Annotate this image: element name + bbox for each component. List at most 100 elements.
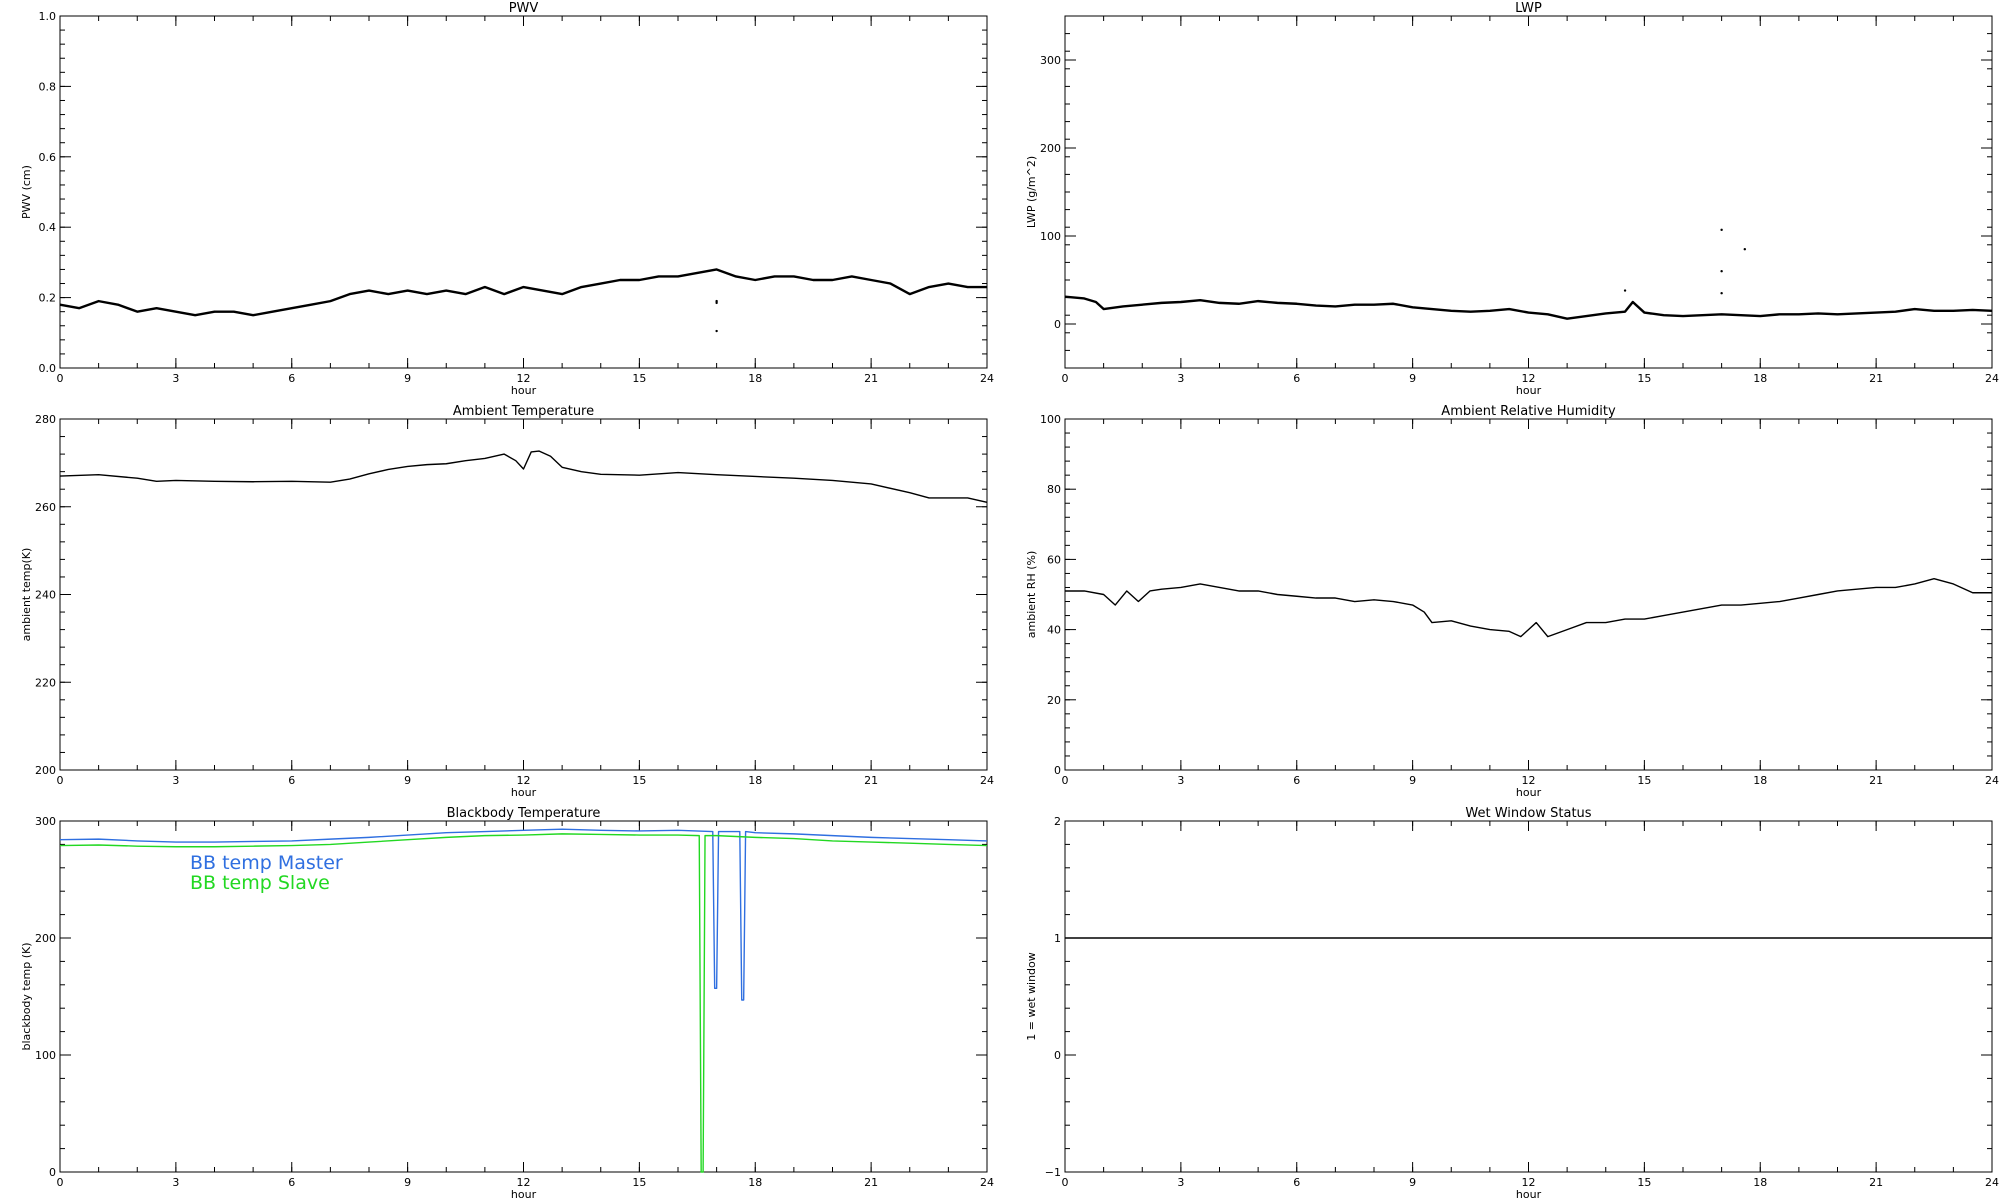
x-tick-label: 21	[1869, 372, 1883, 385]
x-tick-label: 18	[748, 774, 762, 787]
y-axis-label: ambient temp(K)	[20, 548, 33, 642]
plot-frame	[59, 418, 988, 771]
series-line	[59, 450, 988, 504]
x-tick-label: 12	[517, 372, 531, 385]
x-tick-label: 12	[517, 1176, 531, 1189]
x-tick-label: 9	[1409, 774, 1416, 787]
x-tick-label: 6	[1293, 1176, 1300, 1189]
plot-frame	[1064, 15, 1993, 369]
outlier-point	[1720, 228, 1723, 232]
x-tick-label: 21	[1869, 774, 1883, 787]
x-tick-label: 3	[172, 1176, 179, 1189]
x-axis-label: hour	[1516, 786, 1542, 799]
chart-title: Ambient Relative Humidity	[1441, 404, 1616, 419]
chart-blackbody-temp: 0 3 6 9 12 15 18 21 24 0 100 200 300 Blackbody Temper…	[20, 806, 994, 1200]
x-tick-label: 24	[980, 1176, 994, 1189]
x-tick-label: 6	[288, 1176, 295, 1189]
x-tick-label: 6	[288, 372, 295, 385]
x-tick-label: 0	[1062, 1176, 1069, 1189]
series-line	[59, 268, 987, 317]
x-tick-label: 3	[1177, 1176, 1184, 1189]
y-tick-label: 220	[35, 676, 56, 689]
x-tick-label: 24	[980, 774, 994, 787]
x-tick-label: 18	[1753, 774, 1767, 787]
x-tick-label: 15	[632, 372, 646, 385]
y-tick-label: 0	[49, 1166, 56, 1179]
x-tick-label: 0	[1062, 774, 1069, 787]
x-tick-label: 21	[864, 372, 878, 385]
x-tick-label: 9	[1409, 372, 1416, 385]
y-tick-label: 0.0	[39, 362, 57, 375]
x-tick-label: 21	[1869, 1176, 1883, 1189]
x-axis-label: hour	[511, 1188, 537, 1200]
x-axis-label: hour	[1516, 1188, 1542, 1200]
y-tick-label: 0	[1054, 318, 1061, 331]
x-tick-label: 18	[748, 1176, 762, 1189]
x-tick-label: 12	[1522, 774, 1536, 787]
y-tick-label: 0	[1054, 764, 1061, 777]
x-tick-label: 12	[1522, 372, 1536, 385]
plot-frame	[1064, 820, 1993, 1173]
x-tick-label: 6	[1293, 774, 1300, 787]
x-tick-label: 18	[1753, 1176, 1767, 1189]
x-tick-label: 0	[57, 774, 64, 787]
chart-title: PWV	[509, 1, 539, 16]
x-tick-label: 0	[57, 372, 64, 385]
x-axis-label: hour	[1516, 384, 1542, 397]
outlier-point	[715, 329, 718, 333]
x-tick-label: 0	[57, 1176, 64, 1189]
x-tick-label: 3	[1177, 774, 1184, 787]
y-tick-label: 0.4	[39, 221, 57, 234]
y-tick-label: 60	[1047, 553, 1061, 566]
y-tick-label: 260	[35, 501, 56, 514]
x-tick-label: 24	[1985, 1176, 1999, 1189]
x-tick-label: 9	[1409, 1176, 1416, 1189]
y-tick-label: 200	[1040, 142, 1061, 155]
x-tick-label: 15	[1637, 774, 1651, 787]
y-tick-label: 0.6	[39, 151, 57, 164]
outlier-point	[715, 301, 718, 305]
x-tick-label: 21	[864, 1176, 878, 1189]
x-tick-label: 15	[632, 774, 646, 787]
y-tick-label: 100	[35, 1049, 56, 1062]
outlier-point	[1720, 270, 1723, 273]
x-tick-label: 3	[1177, 372, 1184, 385]
series-line-bb-temp-slave	[59, 833, 988, 1173]
x-tick-label: 12	[1522, 1176, 1536, 1189]
series-line-bb-temp-master	[59, 828, 988, 1001]
y-tick-label: 0.2	[39, 292, 57, 305]
x-tick-label: 12	[517, 774, 531, 787]
x-tick-label: 3	[172, 372, 179, 385]
x-tick-label: 24	[1985, 774, 1999, 787]
x-tick-label: 0	[1062, 372, 1069, 385]
x-tick-label: 18	[748, 372, 762, 385]
chart-pwv: 0 3 6 9 12 15 18 21 24 0.0 0.2 0.4 0.6 0.8 1.0 PWV hour P…	[20, 1, 994, 397]
y-tick-label: 80	[1047, 483, 1061, 496]
x-tick-label: 6	[1293, 372, 1300, 385]
outlier-point	[1623, 289, 1627, 292]
y-tick-label: 280	[35, 413, 56, 426]
chart-title: Ambient Temperature	[453, 404, 594, 419]
legend-entry: BB temp Master	[190, 852, 343, 874]
x-tick-label: 3	[172, 774, 179, 787]
x-tick-label: 9	[404, 1176, 411, 1189]
y-axis-label: LWP (g/m^2)	[1025, 156, 1038, 228]
chart-title: Blackbody Temperature	[447, 806, 601, 821]
y-tick-label: 2	[1054, 815, 1061, 828]
y-tick-label: 200	[35, 764, 56, 777]
chart-title: Wet Window Status	[1465, 806, 1591, 821]
y-tick-label: 0.8	[39, 80, 57, 93]
chart-title: LWP	[1515, 1, 1542, 16]
outlier-point	[715, 299, 718, 303]
y-axis-label: 1 = wet window	[1025, 952, 1038, 1041]
x-tick-label: 24	[1985, 372, 1999, 385]
y-tick-label: 100	[1040, 230, 1061, 243]
y-axis-label: ambient RH (%)	[1025, 551, 1038, 639]
x-tick-label: 15	[1637, 372, 1651, 385]
series-line	[1065, 578, 1992, 638]
y-tick-label: 0	[1054, 1049, 1061, 1062]
x-tick-label: 15	[632, 1176, 646, 1189]
outlier-point	[1720, 292, 1723, 295]
